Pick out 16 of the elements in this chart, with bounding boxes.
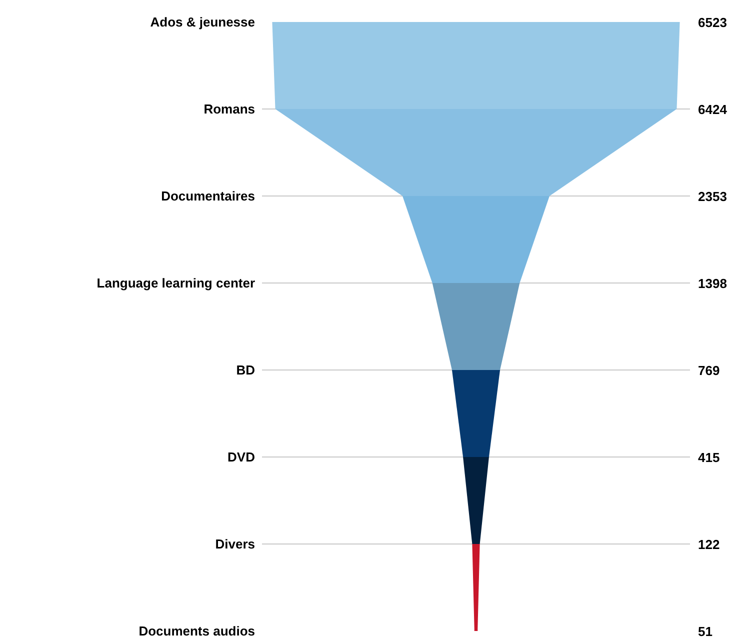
category-label: Ados & jeunesse <box>150 14 255 30</box>
category-label: Documents audios <box>138 624 255 639</box>
data-label: 769 <box>698 363 720 378</box>
category-label: Documentaires <box>161 188 255 204</box>
category-label: Language learning center <box>96 276 255 291</box>
data-label: 1398 <box>698 276 727 291</box>
category-label: Divers <box>215 536 255 552</box>
category-label: Romans <box>204 102 255 117</box>
data-label: 415 <box>698 450 720 465</box>
category-label: BD <box>236 362 255 378</box>
data-label: 122 <box>698 537 720 552</box>
data-label: 6523 <box>698 15 727 30</box>
data-label: 6424 <box>698 102 728 117</box>
data-label: 51 <box>698 624 712 639</box>
data-label: 2353 <box>698 189 727 204</box>
category-label: DVD <box>228 450 255 465</box>
